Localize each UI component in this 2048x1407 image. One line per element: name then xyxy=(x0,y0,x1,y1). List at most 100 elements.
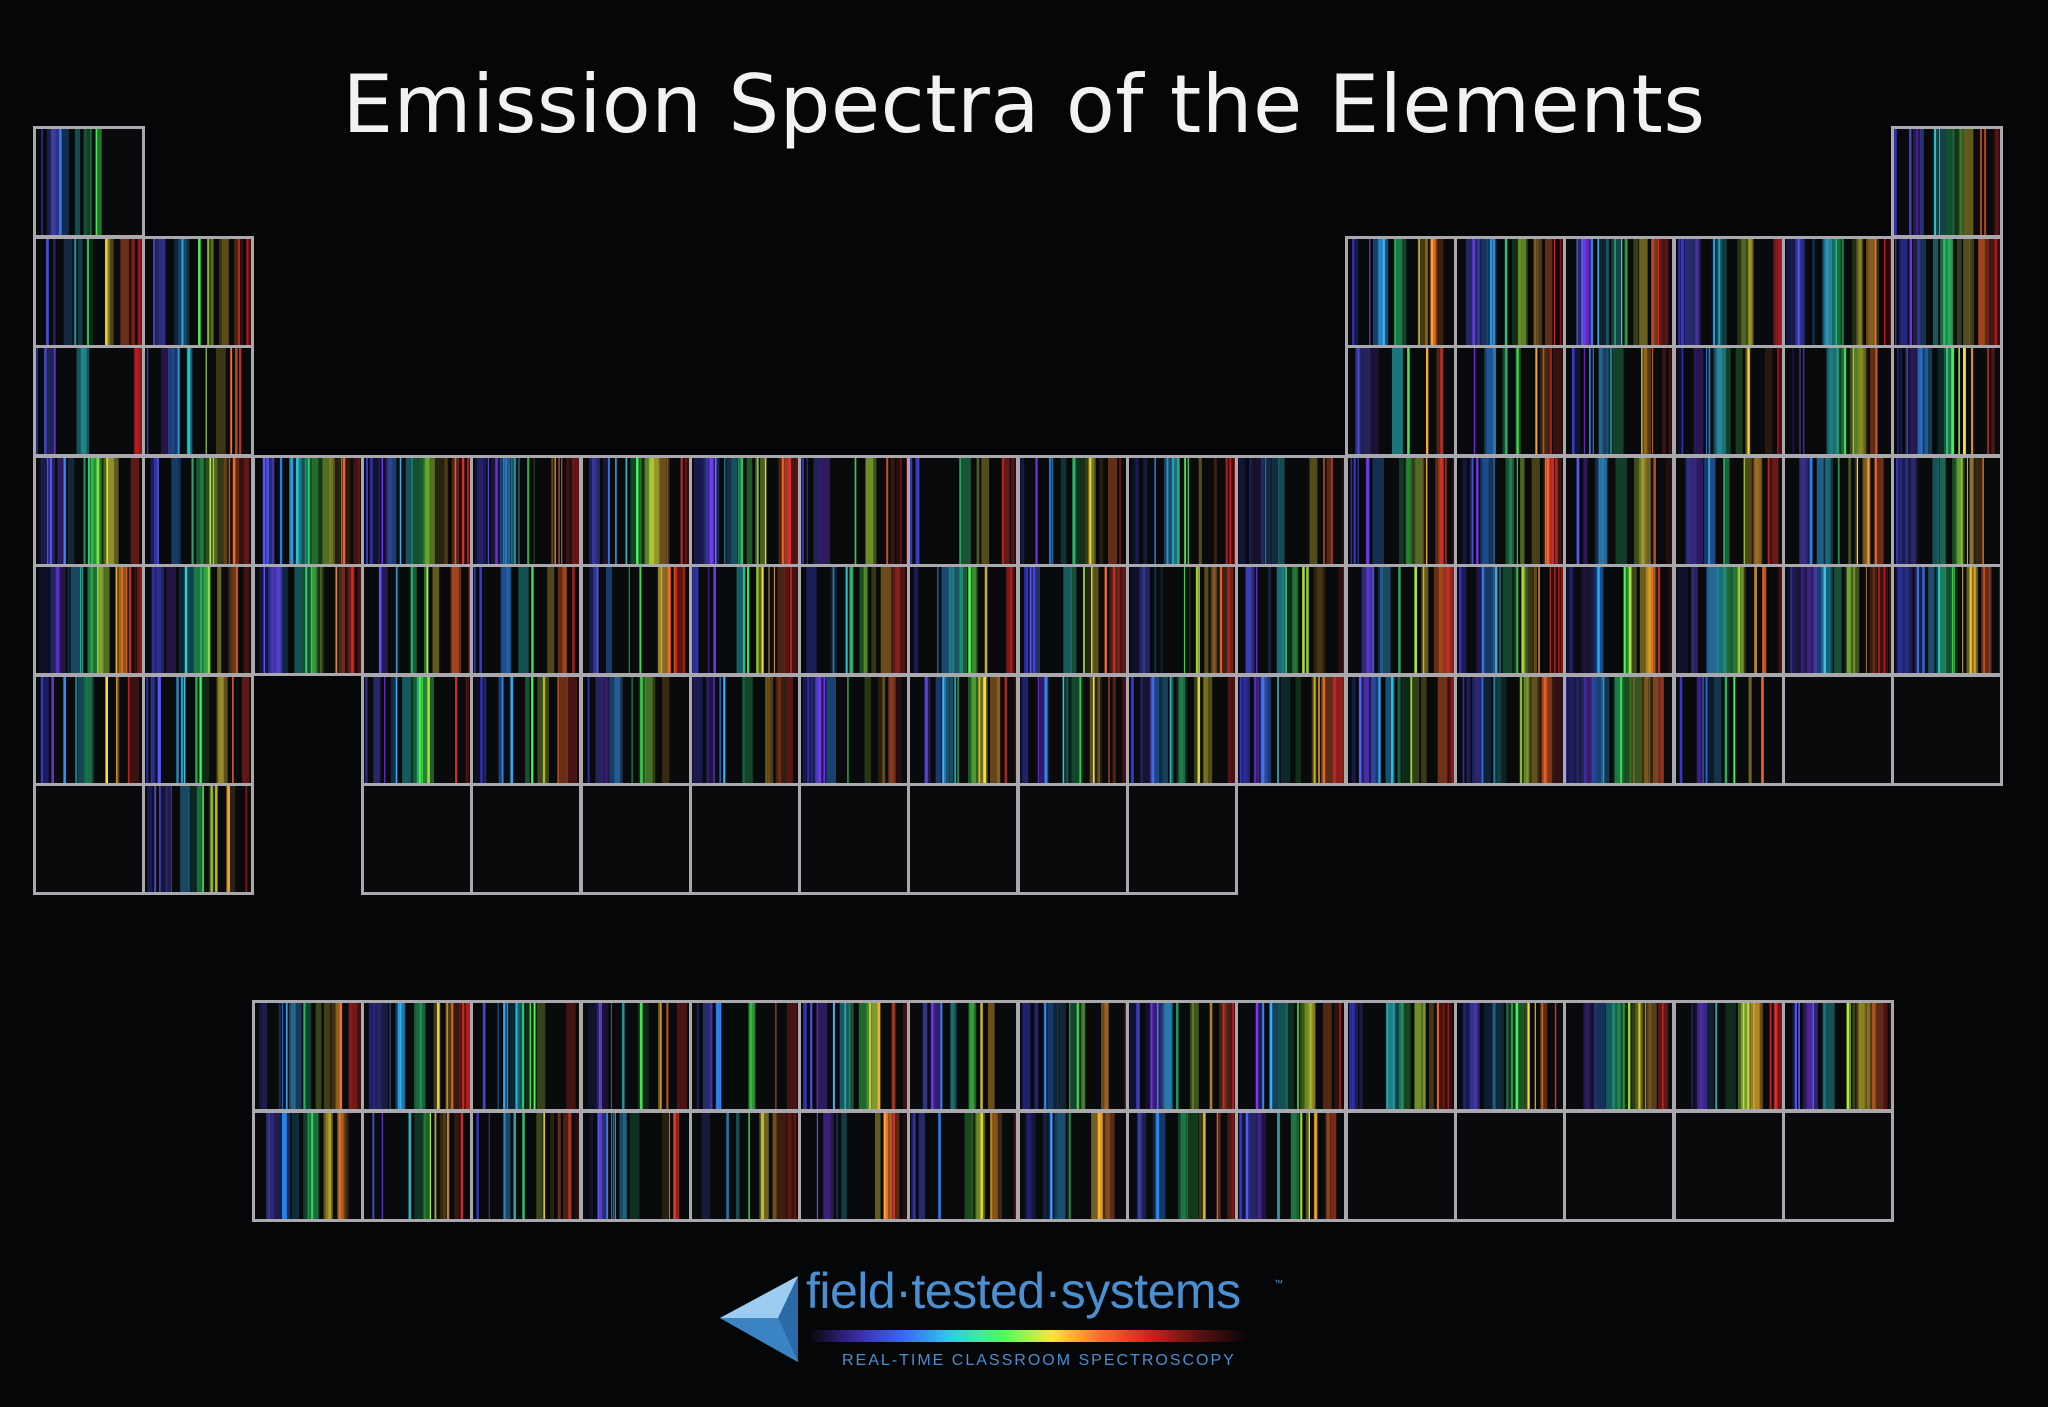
f-block-cell xyxy=(580,1000,692,1112)
f-block-cell xyxy=(1454,1110,1566,1222)
element-cell xyxy=(1673,345,1785,457)
emission-spectrum xyxy=(146,677,250,783)
element-cell xyxy=(252,564,364,676)
f-block-cell xyxy=(907,1110,1019,1222)
element-cell xyxy=(33,236,145,348)
brand-name: field·tested·systems xyxy=(806,1263,1241,1319)
element-cell xyxy=(1563,345,1675,457)
element-cell xyxy=(1563,236,1675,348)
element-cell xyxy=(1345,674,1457,786)
emission-spectrum xyxy=(1895,458,1984,564)
emission-spectrum xyxy=(1355,348,1443,454)
element-cell xyxy=(1891,126,2003,238)
emission-spectrum xyxy=(368,1003,470,1109)
emission-spectrum xyxy=(1351,677,1454,783)
element-cell xyxy=(33,674,145,786)
f-block-cell xyxy=(252,1000,364,1112)
brand-tagline: REAL-TIME CLASSROOM SPECTROSCOPY xyxy=(842,1352,1236,1369)
element-cell xyxy=(361,783,473,895)
f-block-cell xyxy=(689,1000,801,1112)
emission-spectrum xyxy=(151,567,250,673)
emission-spectrum xyxy=(150,458,250,564)
f-block-cell xyxy=(1782,1110,1894,1222)
emission-spectrum xyxy=(1458,567,1563,673)
emission-spectrum xyxy=(1020,458,1121,564)
element-cell xyxy=(1673,674,1785,786)
element-cell xyxy=(580,674,692,786)
emission-spectrum xyxy=(1895,239,2000,345)
element-cell xyxy=(470,783,582,895)
emission-spectrum xyxy=(1466,239,1563,345)
f-block-cell xyxy=(1017,1110,1129,1222)
element-cell xyxy=(907,783,1019,895)
emission-spectrum xyxy=(1894,129,2000,235)
element-cell xyxy=(1782,674,1894,786)
f-block-cell xyxy=(1017,1000,1129,1112)
element-cell xyxy=(1126,455,1238,567)
emission-spectrum xyxy=(146,348,242,454)
emission-spectrum xyxy=(913,567,1015,673)
emission-spectrum xyxy=(258,1003,361,1109)
emission-spectrum xyxy=(266,1113,350,1219)
emission-spectrum xyxy=(1576,239,1670,345)
f-block-cell xyxy=(252,1110,364,1222)
emission-spectrum xyxy=(1349,1003,1453,1109)
f-block-cell xyxy=(1454,1000,1566,1112)
emission-spectrum xyxy=(1239,677,1344,783)
emission-spectrum xyxy=(692,567,798,673)
element-cell xyxy=(1563,564,1675,676)
emission-spectrum xyxy=(378,567,470,673)
emission-spectrum xyxy=(1462,458,1562,564)
element-cell xyxy=(1782,236,1894,348)
element-cell xyxy=(1891,345,2003,457)
f-block-cell xyxy=(580,1110,692,1222)
f-block-cell xyxy=(1563,1110,1675,1222)
emission-spectrum xyxy=(1576,458,1672,564)
element-cell xyxy=(142,345,254,457)
element-cell xyxy=(1563,674,1675,786)
element-cell xyxy=(689,674,801,786)
emission-spectrum xyxy=(1255,1003,1343,1109)
emission-spectrum xyxy=(1462,1003,1557,1109)
element-cell xyxy=(252,455,364,567)
f-block-cell xyxy=(1673,1000,1785,1112)
element-cell xyxy=(1454,345,1566,457)
f-block-cell xyxy=(361,1000,473,1112)
element-cell xyxy=(1673,455,1785,567)
element-cell xyxy=(580,783,692,895)
f-block-cell xyxy=(1673,1110,1785,1222)
emission-spectrum xyxy=(693,458,798,564)
element-cell xyxy=(470,564,582,676)
element-cell xyxy=(1673,236,1785,348)
emission-spectrum xyxy=(911,1113,1016,1219)
f-block-cell xyxy=(1126,1000,1238,1112)
emission-spectrum xyxy=(1130,677,1235,783)
element-cell xyxy=(1782,564,1894,676)
emission-spectrum xyxy=(1350,458,1454,564)
element-cell xyxy=(1345,236,1457,348)
emission-spectrum xyxy=(816,1113,907,1219)
element-cell xyxy=(907,564,1019,676)
element-cell xyxy=(33,345,145,457)
emission-spectrum xyxy=(476,1113,579,1219)
emission-spectrum xyxy=(806,567,907,673)
poster-title: Emission Spectra of the Elements xyxy=(342,58,1706,151)
emission-spectrum xyxy=(1676,348,1782,454)
f-block-cell xyxy=(907,1000,1019,1112)
element-cell xyxy=(1235,564,1347,676)
emission-spectrum xyxy=(910,458,1016,564)
emission-spectrum xyxy=(1462,677,1563,783)
emission-spectrum xyxy=(1024,1113,1115,1219)
element-cell xyxy=(580,564,692,676)
emission-spectrum xyxy=(1244,567,1344,673)
emission-spectrum xyxy=(1132,458,1235,564)
element-cell xyxy=(142,455,254,567)
emission-spectrum xyxy=(701,1113,797,1219)
element-cell xyxy=(33,783,145,895)
emission-spectrum xyxy=(1352,239,1444,345)
emission-spectrum xyxy=(1473,348,1563,454)
emission-spectrum xyxy=(1785,239,1891,345)
element-cell xyxy=(1126,783,1238,895)
element-cell xyxy=(689,783,801,895)
element-cell xyxy=(798,455,910,567)
